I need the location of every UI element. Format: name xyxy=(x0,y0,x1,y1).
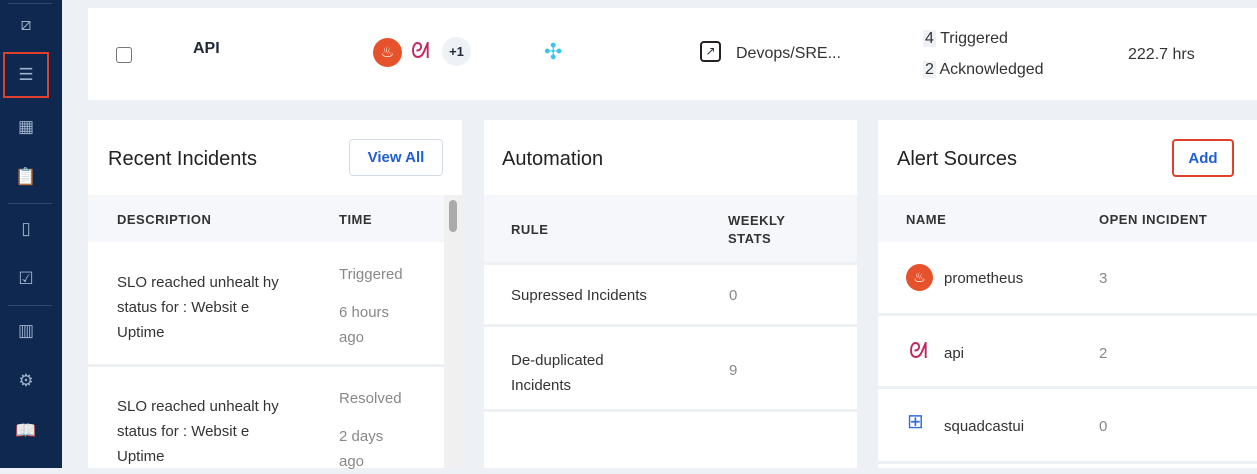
squadcast-icon: ⊞ xyxy=(907,411,924,433)
reports-icon[interactable]: ▥ xyxy=(17,321,35,340)
triggered-count: 4 xyxy=(923,30,936,47)
incident-time: 6 hours ago xyxy=(339,304,390,346)
open-count: 3 xyxy=(1099,270,1108,287)
mttr-value: 222.7 hrs xyxy=(1128,46,1195,63)
api-icon: ᘛ xyxy=(411,38,430,63)
analytics-icon[interactable]: ⧄ xyxy=(20,15,32,34)
rule-value: 9 xyxy=(729,362,738,379)
ack-count: 2 xyxy=(923,61,936,78)
col-weekly-stats: WEEKLY STATS xyxy=(728,213,786,246)
book-icon[interactable]: 📖 xyxy=(15,421,37,440)
prometheus-icon: ♨ xyxy=(906,264,933,291)
service-row[interactable]: API ♨ ᘛ +1 ✣ ↗ Devops/SRE... 4 Triggered… xyxy=(88,8,1257,100)
source-name: prometheus xyxy=(944,270,1024,287)
open-count: 0 xyxy=(1099,418,1108,435)
source-name: squadcastui xyxy=(944,418,1025,435)
panel-title: Alert Sources xyxy=(897,148,1018,170)
rule-value: 0 xyxy=(729,287,738,304)
slack-icon: ✣ xyxy=(544,39,563,64)
recent-incidents-panel: Recent Incidents View All DESCRIPTION TI… xyxy=(88,120,462,470)
sidebar-divider xyxy=(8,305,52,306)
incident-row[interactable]: SLO reached unhealt hy status for : Webs… xyxy=(88,242,444,364)
scrollbar[interactable] xyxy=(444,195,462,468)
calendar-icon[interactable]: ▦ xyxy=(17,117,35,136)
team-icon: ↗ xyxy=(700,41,721,62)
col-time: TIME xyxy=(339,212,373,227)
incident-status: Resolved xyxy=(339,390,402,407)
ack-label: Acknowledged xyxy=(939,61,1044,78)
alert-source-row[interactable]: ⊞ squadcastui 0 xyxy=(878,386,1257,464)
open-count: 2 xyxy=(1099,345,1108,362)
clipboard-icon[interactable]: 📋 xyxy=(15,167,37,186)
alert-source-row[interactable]: ᘛ api 2 xyxy=(878,313,1257,386)
automation-row: De-duplicated Incidents 9 xyxy=(484,324,857,412)
panel-title: Automation xyxy=(502,148,604,170)
clipboard-check-icon[interactable]: ☑ xyxy=(18,269,34,288)
settings-icon[interactable]: ⚙ xyxy=(18,371,34,390)
triggered-label: Triggered xyxy=(940,30,1008,47)
panel-title: Recent Incidents xyxy=(108,148,257,170)
incident-row[interactable]: SLO reached unhealt hy status for : Webs… xyxy=(88,364,444,474)
view-all-button[interactable]: View All xyxy=(349,139,443,176)
more-alert-sources-badge[interactable]: +1 xyxy=(442,37,471,66)
source-name: api xyxy=(944,345,965,362)
incident-time: 2 days ago xyxy=(339,428,384,470)
col-open-incident: OPEN INCIDENT xyxy=(1099,212,1208,227)
incident-description[interactable]: SLO reached unhealt hy status for : Webs… xyxy=(117,274,279,341)
service-name[interactable]: API xyxy=(193,40,220,57)
services-icon[interactable]: ☰ xyxy=(3,52,49,98)
rule-name: Supressed Incidents xyxy=(511,287,647,304)
col-rule: RULE xyxy=(511,222,549,237)
automation-row: Supressed Incidents 0 xyxy=(484,262,857,324)
rule-name: De-duplicated Incidents xyxy=(511,352,604,394)
sidebar-divider xyxy=(8,3,52,4)
sidebar-divider xyxy=(8,203,52,204)
alert-sources-panel: Alert Sources Add NAME OPEN INCIDENT ♨ p… xyxy=(878,120,1257,468)
automation-panel: Automation RULE WEEKLY STATS Supressed I… xyxy=(484,120,857,468)
col-description: DESCRIPTION xyxy=(117,212,212,227)
scrollbar-thumb[interactable] xyxy=(449,200,457,232)
sidebar: ⧄ ☰ ▦ 📋 ▯ ☑ ▥ ⚙ 📖 xyxy=(0,0,62,468)
col-name: NAME xyxy=(906,212,947,227)
incident-status: Triggered xyxy=(339,266,403,283)
clipboard-alert-icon[interactable]: ▯ xyxy=(21,219,31,238)
team-name[interactable]: Devops/SRE... xyxy=(736,45,841,62)
alert-source-row[interactable]: ♨ prometheus 3 xyxy=(878,242,1257,313)
incident-description[interactable]: SLO reached unhealt hy status for : Webs… xyxy=(117,398,279,465)
prometheus-icon: ♨ xyxy=(373,38,402,67)
api-icon: ᘛ xyxy=(909,338,928,363)
add-button[interactable]: Add xyxy=(1172,139,1234,177)
select-checkbox[interactable] xyxy=(116,47,132,63)
